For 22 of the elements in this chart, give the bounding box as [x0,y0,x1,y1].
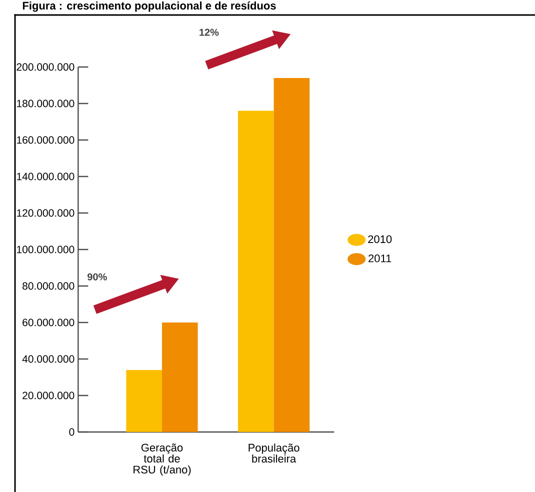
y-tick-label: 0 [69,428,74,436]
chart-title: Figura : crescimento populacional e de resíduos [22,1,276,12]
y-tick-label: 100.000.000 [17,246,74,254]
y-tick-label: 160.000.000 [17,136,74,144]
bar [126,370,162,432]
y-tick-label: 200.000.000 [16,63,74,71]
x-tick-label: Geração total de RSU (t/ano) [134,444,191,476]
y-tick-label: 140.000.000 [17,172,74,180]
y-tick-label: 20.000.000 [22,392,74,400]
y-tick-label: 180.000.000 [17,100,74,108]
text: 12% [200,28,219,36]
bar [238,110,274,432]
legend-label: 2011 [368,254,392,262]
y-tick-label: 120.000.000 [17,209,74,217]
y-tick-label: 80.000.000 [22,282,74,290]
x-tick-label: População brasileira [248,444,300,463]
legend-label: 2010 [368,235,392,244]
bar [162,322,198,432]
annotation: 90% [88,273,107,280]
bar [274,78,310,432]
y-tick-label: 40.000.000 [22,355,74,363]
y-tick-label: 60.000.000 [22,318,74,326]
